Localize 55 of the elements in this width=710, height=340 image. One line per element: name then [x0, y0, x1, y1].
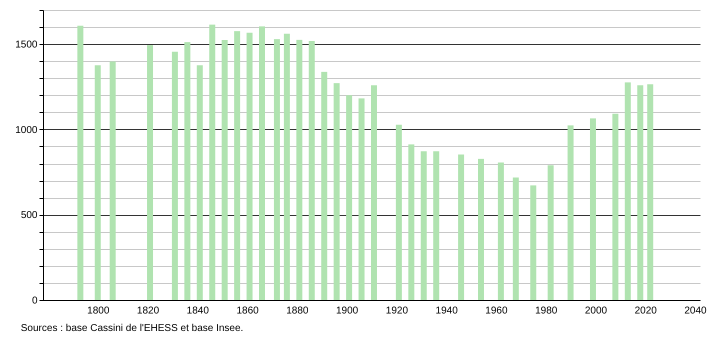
bar [246, 32, 253, 300]
bar [308, 41, 315, 300]
x-tick-label: 1840 [186, 306, 210, 316]
bar [346, 95, 352, 300]
bar [458, 154, 464, 300]
bar [498, 162, 504, 300]
bar [624, 82, 631, 300]
bar [147, 45, 154, 300]
bar [222, 40, 228, 300]
bar [334, 83, 340, 300]
bar [172, 52, 178, 300]
bar [184, 42, 190, 300]
x-tick-label: 1900 [336, 306, 359, 316]
x-tick-label: 1860 [236, 306, 260, 316]
bar [512, 178, 519, 300]
bar [478, 158, 484, 300]
bar [637, 85, 644, 300]
bar [358, 98, 365, 300]
bar [647, 84, 654, 300]
bar [209, 24, 216, 300]
bar [548, 165, 554, 300]
x-tick-label: 2020 [634, 306, 658, 316]
x-tick-label: 2040 [684, 306, 708, 316]
bar [296, 40, 302, 300]
bar [420, 151, 427, 300]
bar [408, 144, 414, 300]
bar [321, 72, 328, 300]
x-tick-label: 2000 [584, 306, 608, 316]
x-tick-label: 1880 [286, 306, 309, 316]
bar [612, 114, 618, 300]
x-tick-label: 1820 [136, 306, 160, 316]
bar [530, 185, 536, 300]
x-tick-label: 1920 [386, 306, 408, 316]
bar [110, 62, 116, 300]
bar [274, 39, 280, 300]
x-tick-label: 1800 [87, 306, 110, 316]
y-tick-label: 500 [20, 210, 38, 222]
x-tick-label: 1960 [485, 306, 508, 316]
bar [433, 151, 440, 300]
y-tick-label: 1000 [15, 124, 38, 136]
bar [370, 85, 377, 300]
bar [590, 118, 596, 300]
y-tick-label: 1500 [15, 40, 38, 51]
bar [196, 65, 203, 300]
bar [94, 65, 101, 300]
bar [396, 124, 402, 300]
bar [568, 125, 574, 300]
bar [259, 26, 266, 300]
bar [234, 31, 240, 300]
y-tick-label: 0 [32, 296, 38, 306]
bar [77, 26, 84, 300]
source-note: Sources : base Cassini de l'EHESS et base Insee. [20, 323, 244, 334]
x-tick-label: 1980 [535, 306, 558, 316]
x-tick-label: 1940 [436, 306, 458, 316]
bar [284, 34, 290, 300]
